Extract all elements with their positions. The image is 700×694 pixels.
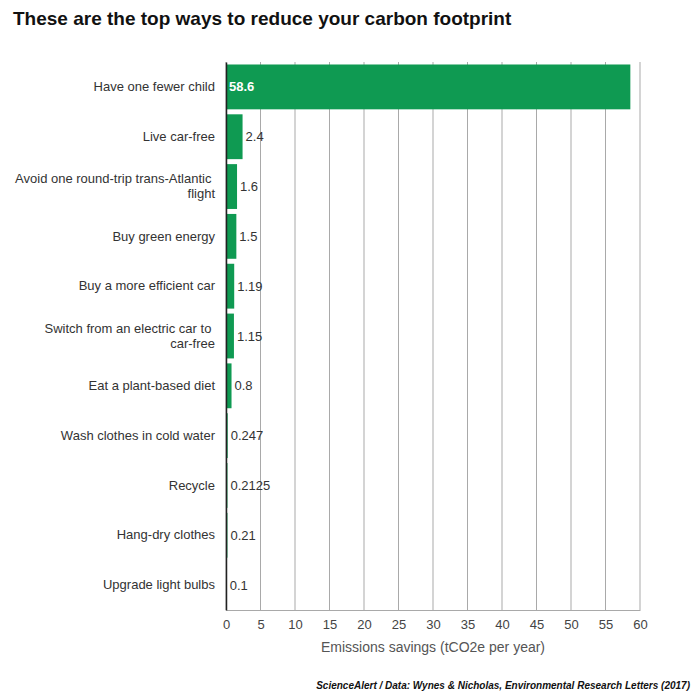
category-label: Live car-free (143, 129, 215, 144)
x-tick: 25 (392, 610, 406, 632)
data-label: 2.4 (246, 129, 264, 144)
data-label: 0.21 (230, 528, 255, 543)
category-label: Eat a plant-based diet (89, 378, 216, 393)
x-tick-label: 10 (288, 617, 302, 632)
bar (226, 164, 237, 209)
category-label: Recycle (169, 478, 215, 493)
chart-title: These are the top ways to reduce your ca… (13, 8, 512, 29)
data-label: 0.1 (230, 578, 248, 593)
bar (226, 64, 630, 109)
category-label-line: Upgrade light bulbs (103, 577, 216, 592)
y-tick: Switch from an electric car to car-free (45, 321, 227, 351)
category-label: Buy a more efficient car (79, 278, 216, 293)
bar (226, 114, 243, 159)
y-tick: Have one fewer child (94, 79, 226, 94)
grid-line (536, 62, 537, 610)
grid-line (295, 62, 296, 610)
y-tick: Upgrade light bulbs (103, 577, 226, 592)
category-label-line: Avoid one round-trip trans-Atlantic (15, 171, 215, 186)
x-tick-label: 20 (357, 617, 371, 632)
x-tick: 50 (564, 610, 578, 632)
data-label: 1.15 (237, 329, 262, 344)
x-tick: 30 (426, 610, 440, 632)
category-label: Wash clothes in cold water (61, 428, 216, 443)
category-label-line: Switch from an electric car to (45, 321, 216, 336)
grid-line (502, 62, 503, 610)
data-label: 1.6 (240, 179, 258, 194)
category-label-line: car-free (170, 336, 215, 351)
x-tick-label: 60 (633, 617, 647, 632)
category-label: Hang-dry clothes (117, 527, 216, 542)
grid-line (571, 62, 572, 610)
category-label-line: Buy a more efficient car (79, 278, 216, 293)
y-axis: Have one fewer child Live car-free Avoid o… (15, 63, 226, 611)
data-labels: 58.6 2.4 1.6 1.5 1.19 1.15 0.8 0.247 0.2125 0.21 0… (229, 79, 270, 592)
category-label-line: Recycle (169, 478, 215, 493)
grid-line (605, 62, 606, 610)
data-label: 1.5 (239, 229, 257, 244)
category-label: Have one fewer child (94, 79, 215, 94)
x-tick-label: 35 (461, 617, 475, 632)
data-label: 0.2125 (230, 478, 270, 493)
x-tick: 15 (323, 610, 337, 632)
category-label-line: flight (188, 186, 216, 201)
x-tick: 10 (288, 610, 302, 632)
y-tick: Recycle (169, 478, 226, 493)
y-tick: Eat a plant-based diet (89, 378, 226, 393)
x-tick-label: 45 (530, 617, 544, 632)
y-tick: Avoid one round-trip trans-Atlantic flig… (15, 171, 226, 201)
grid-line (640, 62, 641, 610)
grid-line (364, 62, 365, 610)
x-tick-label: 55 (599, 617, 613, 632)
x-tick: 60 (633, 610, 647, 632)
bars (226, 64, 630, 607)
data-label: 1.19 (237, 279, 262, 294)
y-tick: Buy green energy (112, 229, 226, 244)
data-label: 0.8 (235, 378, 253, 393)
x-tick: 20 (357, 610, 371, 632)
category-label-line: Buy green energy (112, 229, 215, 244)
grid-line (226, 62, 227, 610)
category-label-line: Hang-dry clothes (117, 527, 216, 542)
category-label: Switch from an electric car to car-free (45, 321, 216, 351)
category-label-line: Have one fewer child (94, 79, 215, 94)
x-tick-label: 50 (564, 617, 578, 632)
grid-line (398, 62, 399, 610)
source-note: ScienceAlert / Data: Wynes & Nicholas, E… (316, 680, 691, 691)
x-tick-label: 15 (323, 617, 337, 632)
data-label: 58.6 (229, 79, 254, 94)
grid-line (433, 62, 434, 610)
category-label-line: Live car-free (143, 129, 215, 144)
category-label: Buy green energy (112, 229, 215, 244)
y-tick: Buy a more efficient car (79, 278, 226, 293)
x-tick: 0 (223, 610, 230, 632)
x-tick: 35 (461, 610, 475, 632)
data-label: 0.247 (231, 428, 264, 443)
category-label: Avoid one round-trip trans-Atlantic flig… (15, 171, 215, 201)
x-axis-line (227, 610, 641, 611)
bar (226, 214, 236, 259)
x-tick-label: 30 (426, 617, 440, 632)
category-label: Upgrade light bulbs (103, 577, 216, 592)
x-tick: 55 (599, 610, 613, 632)
x-tick-label: 0 (223, 617, 230, 632)
grid (226, 62, 640, 610)
x-tick-label: 40 (495, 617, 509, 632)
x-tick: 40 (495, 610, 509, 632)
y-tick: Wash clothes in cold water (61, 428, 226, 443)
y-tick: Hang-dry clothes (117, 527, 226, 542)
x-tick-label: 5 (257, 617, 264, 632)
x-axis-title: Emissions savings (tCO2e per year) (321, 639, 545, 655)
category-label-line: Wash clothes in cold water (61, 428, 216, 443)
y-tick: Live car-free (143, 129, 226, 144)
category-label-line: Eat a plant-based diet (89, 378, 216, 393)
x-tick-label: 25 (392, 617, 406, 632)
y-axis-line (226, 63, 228, 611)
x-tick: 5 (257, 610, 264, 632)
chart-svg: These are the top ways to reduce your ca… (0, 0, 700, 694)
grid-line (329, 62, 330, 610)
x-tick: 45 (530, 610, 544, 632)
x-axis: 0 5 10 15 20 25 30 35 40 45 50 55 60 (223, 610, 648, 632)
grid-line (467, 62, 468, 610)
